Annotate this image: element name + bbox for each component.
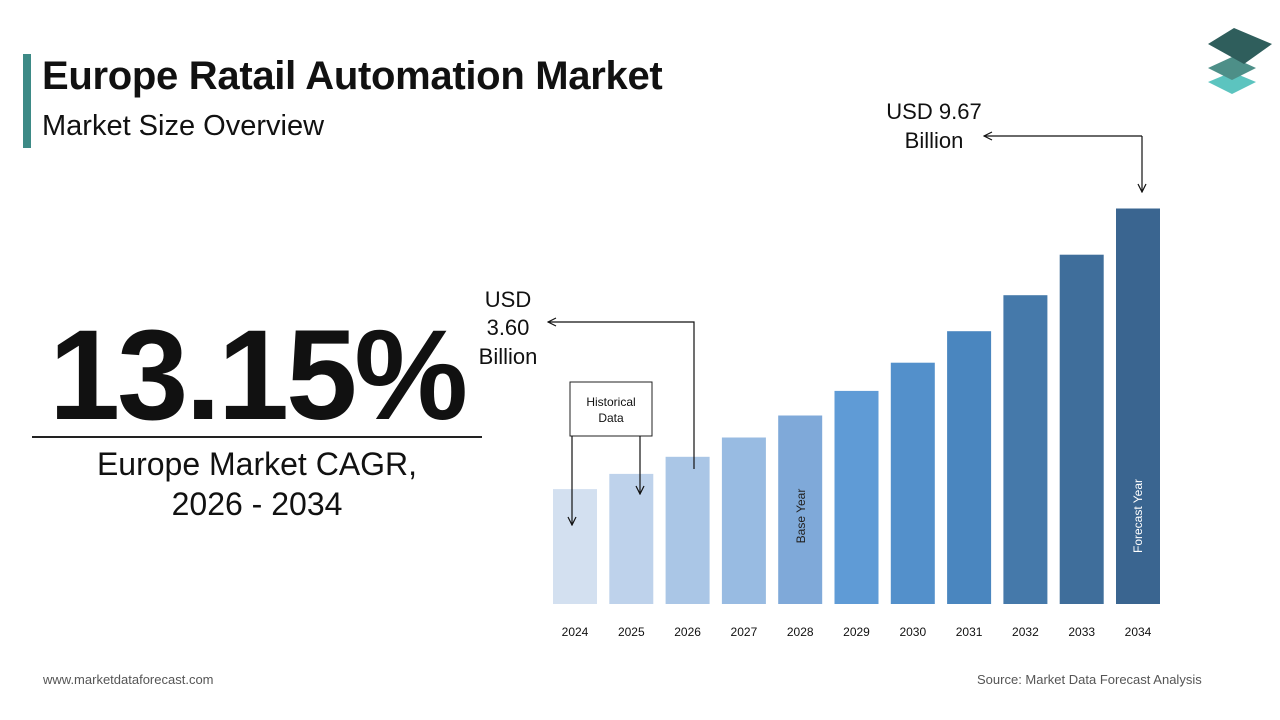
x-tick-labels: 2024 2025 2026 2027 2028 2029 2030 2031 2032 2033… [562, 625, 1152, 639]
historical-data-label-line1: Historical [586, 395, 635, 409]
bar-2031 [947, 331, 992, 604]
bar-2029 [834, 390, 879, 604]
base-year-label: Base Year [794, 489, 808, 544]
x-tick-2025: 2025 [618, 625, 645, 639]
bar-2024 [553, 489, 597, 604]
x-tick-2032: 2032 [1012, 625, 1039, 639]
bar-2028 [778, 415, 823, 604]
end-value-line1: USD 9.67 [886, 99, 981, 124]
cagr-label-line2: 2026 - 2034 [171, 486, 343, 522]
start-value-line1: USD [485, 287, 531, 312]
logo-layer-top [1208, 28, 1272, 64]
start-value-line2: 3.60 [487, 315, 530, 340]
title-accent-bar [23, 54, 31, 148]
x-tick-2027: 2027 [731, 625, 758, 639]
historical-data-box [569, 381, 653, 437]
x-tick-2024: 2024 [562, 625, 589, 639]
x-tick-2026: 2026 [674, 625, 701, 639]
bar-2027 [721, 437, 766, 604]
bar-2034 [1116, 208, 1160, 604]
stacked-layers-icon [1208, 28, 1272, 94]
cagr-value: 13.15% [48, 304, 468, 447]
x-tick-2031: 2031 [956, 625, 983, 639]
bar-2025 [609, 473, 654, 604]
footer-source: Source: Market Data Forecast Analysis [977, 672, 1202, 687]
x-tick-2033: 2033 [1068, 625, 1095, 639]
cagr-divider [32, 436, 482, 438]
bar-2030 [890, 362, 935, 604]
end-value-line2: Billion [905, 128, 964, 153]
cagr-label: Europe Market CAGR, 2026 - 2034 [32, 444, 482, 524]
logo-layer-bottom [1208, 72, 1256, 94]
cagr-label-line1: Europe Market CAGR, [96, 446, 418, 482]
x-tick-2030: 2030 [899, 625, 926, 639]
page-subtitle: Market Size Overview [42, 110, 325, 142]
historical-data-label-line2: Data [598, 411, 624, 425]
x-tick-2034: 2034 [1125, 625, 1152, 639]
x-tick-2029: 2029 [843, 625, 870, 639]
bar-2032 [1003, 295, 1048, 604]
start-value-connector [548, 322, 695, 469]
bar-2033 [1059, 254, 1104, 604]
page-title: Europe Ratail Automation Market [42, 54, 663, 98]
forecast-year-label: Forecast Year [1131, 479, 1145, 553]
bar-2026 [665, 456, 710, 604]
start-value-line3: Billion [479, 344, 538, 369]
bars-group [553, 208, 1160, 604]
x-tick-2028: 2028 [787, 625, 814, 639]
footer-website: www.marketdataforecast.com [43, 672, 214, 687]
